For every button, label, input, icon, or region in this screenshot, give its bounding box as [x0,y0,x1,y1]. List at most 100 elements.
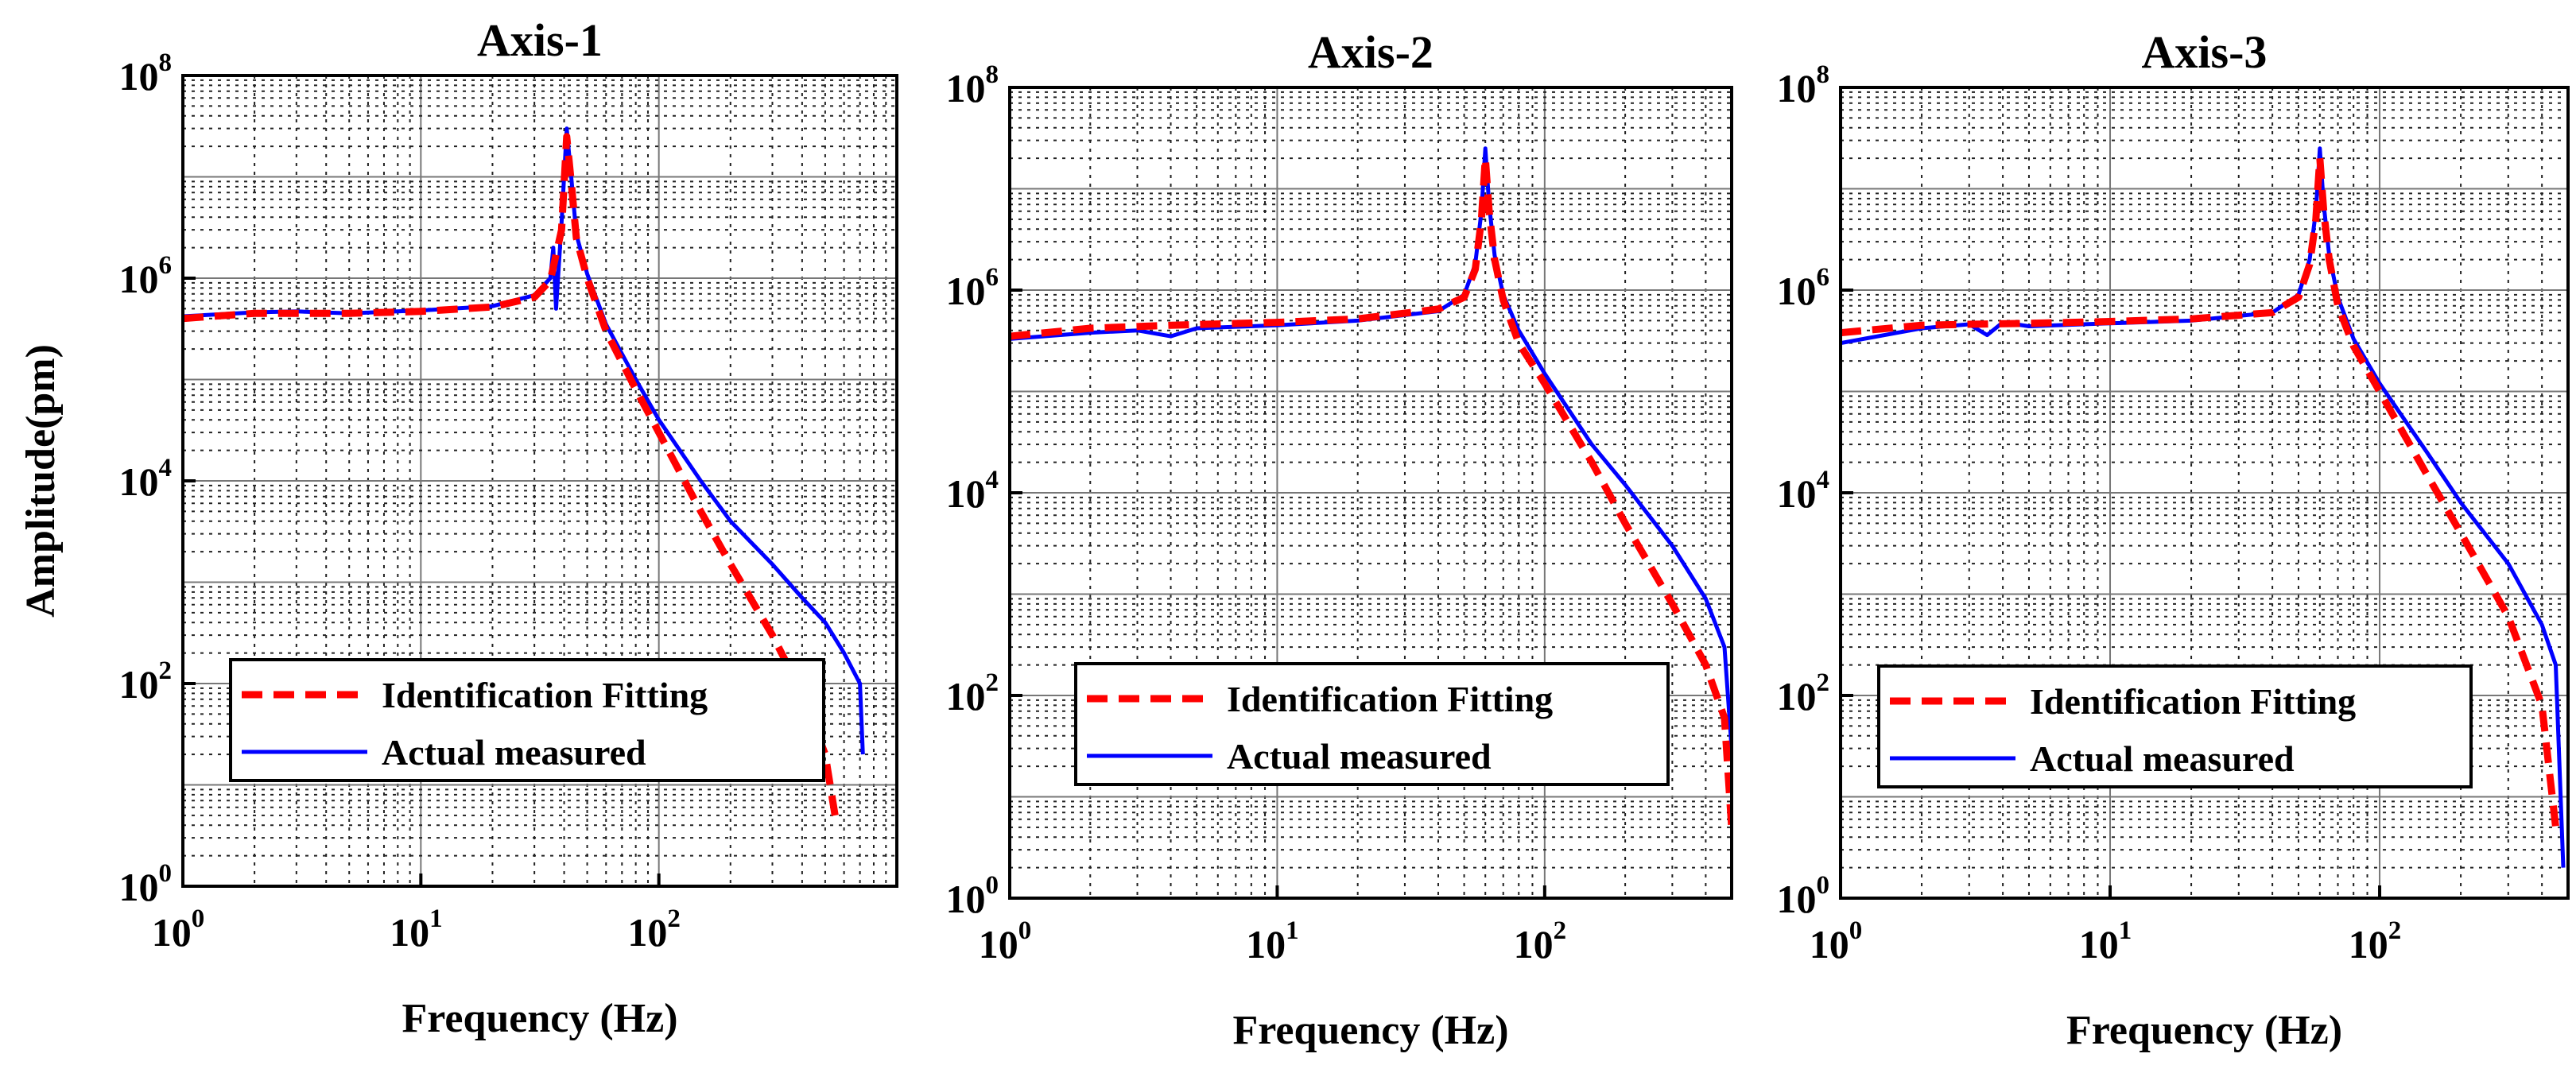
x-tick-label: 100 [979,916,1032,966]
legend-box [229,658,825,782]
tick-exponent: 2 [1817,668,1830,697]
tick-exponent: 6 [159,251,173,280]
tick-exponent: 0 [1018,916,1032,945]
tick-exponent: 0 [986,871,999,900]
y-tick-label: 102 [119,657,173,707]
y-tick-label: 108 [119,48,173,99]
x-axis-label: Frequency (Hz) [2066,1008,2342,1053]
tick-exponent: 1 [429,904,443,933]
y-tick-label: 108 [946,60,999,110]
y-axis-label: Amplitude(pm) [18,344,64,618]
series-line-actual-measured [183,126,865,755]
y-tick-label: 100 [946,871,999,921]
series-line-actual-measured [1010,146,1732,749]
tick-base: 10 [390,910,429,955]
tick-exponent: 4 [1817,466,1830,494]
tick-exponent: 0 [192,904,205,933]
y-tick-label: 104 [1777,466,1830,516]
legend-label: Identification Fitting [1227,679,1553,719]
tick-base: 10 [946,877,986,921]
tick-exponent: 0 [159,859,173,888]
tick-base: 10 [119,865,159,909]
tick-base: 10 [1246,922,1286,966]
tick-base: 10 [119,662,159,707]
tick-exponent: 2 [986,668,999,697]
tick-exponent: 6 [986,263,999,292]
chart-title: Axis-1 [477,14,603,66]
y-tick-label: 104 [119,454,173,504]
chart-title: Axis-3 [2142,26,2268,78]
series-line-identification-fitting [1841,154,2559,828]
y-tick-label: 100 [1777,871,1830,921]
tick-base: 10 [1777,877,1817,921]
y-tick-label: 106 [946,263,999,313]
legend-box [1074,662,1670,786]
tick-base: 10 [1777,674,1817,719]
y-tick-label: 100 [119,859,173,909]
legend-label: Actual measured [382,732,646,773]
tick-base: 10 [946,674,986,719]
tick-base: 10 [946,471,986,516]
tick-base: 10 [1810,922,1849,966]
tick-exponent: 4 [986,466,999,494]
legend-label: Actual measured [2030,738,2295,779]
tick-base: 10 [1777,471,1817,516]
tick-exponent: 1 [1286,916,1299,945]
tick-exponent: 0 [1817,871,1830,900]
y-tick-label: 102 [1777,668,1830,719]
y-tick-label: 104 [946,466,999,516]
x-tick-label: 101 [2079,916,2132,966]
x-tick-label: 101 [390,904,443,955]
y-tick-label: 106 [1777,263,1830,313]
x-tick-label: 100 [1810,916,1863,966]
x-tick-label: 102 [2349,916,2402,966]
tick-exponent: 2 [159,657,173,685]
tick-base: 10 [1777,269,1817,313]
tick-base: 10 [2349,922,2388,966]
legend-label: Identification Fitting [382,675,708,715]
tick-base: 10 [946,269,986,313]
tick-base: 10 [2079,922,2119,966]
legend-label: Actual measured [1227,736,1492,777]
series-line-identification-fitting [1010,154,1732,828]
y-tick-label: 108 [1777,60,1830,110]
tick-base: 10 [119,54,159,99]
x-axis-label: Frequency (Hz) [402,996,677,1041]
y-tick-label: 106 [119,251,173,301]
tick-exponent: 4 [159,454,173,482]
legend-label: Identification Fitting [2030,681,2356,722]
tick-base: 10 [946,66,986,110]
tick-base: 10 [627,910,667,955]
tick-exponent: 1 [2119,916,2132,945]
tick-base: 10 [1514,922,1554,966]
tick-exponent: 2 [2388,916,2402,945]
y-tick-label: 102 [946,668,999,719]
tick-exponent: 2 [1554,916,1567,945]
x-tick-label: 102 [627,904,681,955]
series-line-identification-fitting [183,133,839,816]
tick-base: 10 [119,257,159,301]
tick-base: 10 [152,910,192,955]
legend-box [1877,664,2473,788]
tick-exponent: 6 [1817,263,1830,292]
legend: Identification Fitting Actual measured [1074,662,1670,786]
tick-exponent: 0 [1849,916,1863,945]
x-tick-label: 102 [1514,916,1567,966]
tick-exponent: 8 [159,48,173,77]
tick-base: 10 [979,922,1018,966]
x-axis-label: Frequency (Hz) [1232,1008,1508,1053]
tick-exponent: 8 [986,60,999,89]
x-tick-label: 101 [1246,916,1299,966]
tick-exponent: 2 [667,904,681,933]
tick-exponent: 8 [1817,60,1830,89]
tick-base: 10 [1777,66,1817,110]
x-tick-label: 100 [152,904,205,955]
legend: Identification Fitting Actual measured [229,658,825,782]
legend: Identification Fitting Actual measured [1877,664,2473,788]
chart-title: Axis-2 [1308,26,1433,78]
tick-base: 10 [119,459,159,504]
